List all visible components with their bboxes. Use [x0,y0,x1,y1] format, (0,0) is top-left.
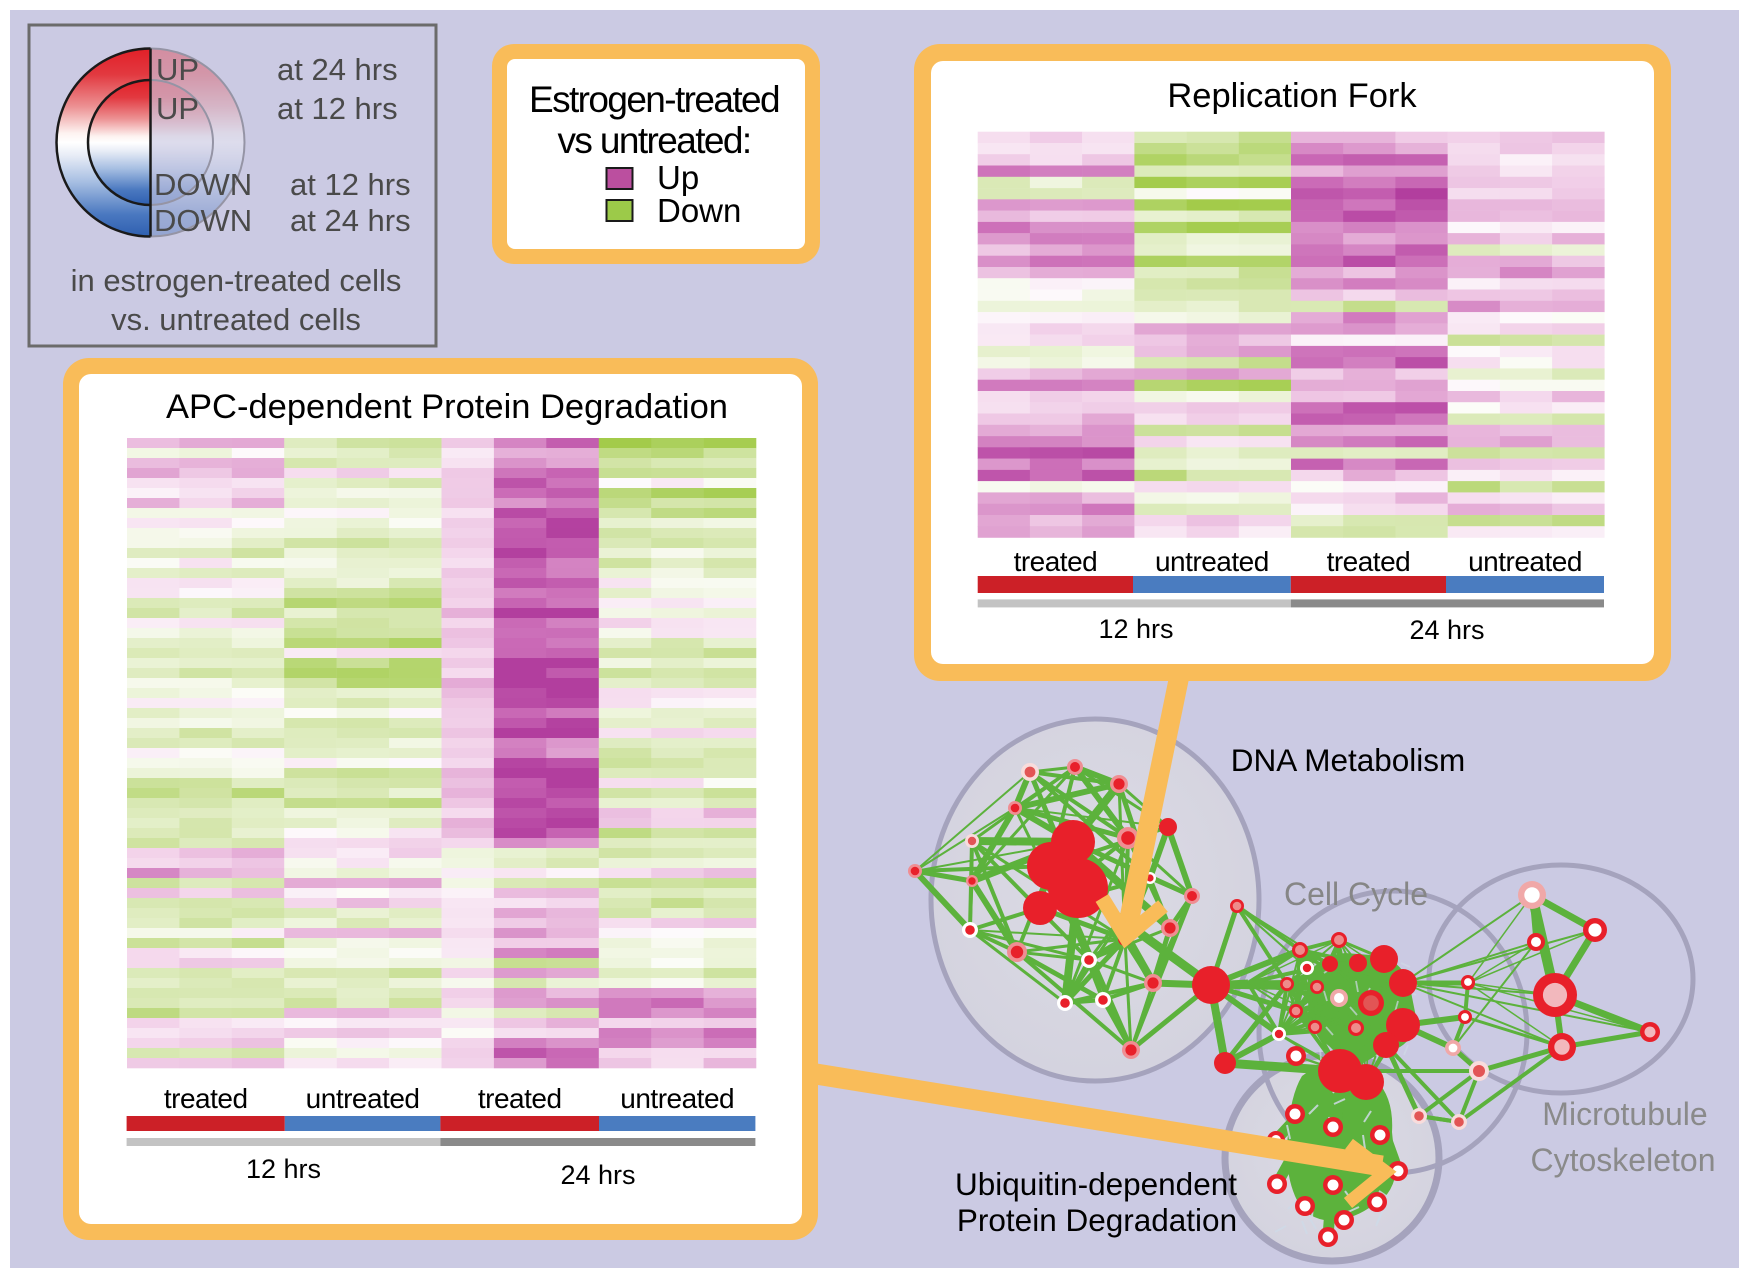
svg-text:Microtubule: Microtubule [1542,1096,1707,1132]
svg-text:DOWN: DOWN [154,203,252,238]
svg-text:12 hrs: 12 hrs [246,1154,321,1184]
svg-text:in estrogen-treated cells: in estrogen-treated cells [71,263,402,298]
svg-text:DNA Metabolism: DNA Metabolism [1231,742,1466,778]
svg-text:24 hrs: 24 hrs [1409,615,1484,645]
svg-text:Replication Fork: Replication Fork [1167,77,1417,115]
svg-text:treated: treated [1014,546,1098,577]
svg-text:untreated: untreated [620,1083,734,1114]
svg-text:Ubiquitin-dependent: Ubiquitin-dependent [955,1166,1237,1202]
svg-text:treated: treated [1327,546,1411,577]
svg-text:vs untreated:: vs untreated: [557,120,750,161]
svg-text:untreated: untreated [1468,546,1582,577]
svg-text:Cell Cycle: Cell Cycle [1284,876,1428,912]
svg-text:at 24 hrs: at 24 hrs [290,203,411,238]
svg-text:Estrogen-treated: Estrogen-treated [529,79,779,120]
svg-text:UP: UP [156,91,199,126]
svg-text:Protein Degradation: Protein Degradation [957,1202,1237,1238]
svg-text:UP: UP [156,52,199,87]
svg-text:treated: treated [478,1083,562,1114]
svg-text:APC-dependent Protein Degradat: APC-dependent Protein Degradation [166,388,728,426]
svg-text:at 12 hrs: at 12 hrs [277,91,398,126]
svg-text:untreated: untreated [306,1083,420,1114]
svg-text:treated: treated [164,1083,248,1114]
svg-text:Up: Up [657,159,699,196]
svg-text:at 24 hrs: at 24 hrs [277,52,398,87]
svg-text:DOWN: DOWN [154,167,252,202]
svg-text:Cytoskeleton: Cytoskeleton [1531,1142,1716,1178]
svg-text:12 hrs: 12 hrs [1098,614,1173,644]
svg-text:Down: Down [657,192,741,229]
svg-text:at 12 hrs: at 12 hrs [290,167,411,202]
svg-text:24 hrs: 24 hrs [560,1160,635,1190]
svg-text:untreated: untreated [1155,546,1269,577]
svg-text:vs. untreated cells: vs. untreated cells [111,302,361,337]
